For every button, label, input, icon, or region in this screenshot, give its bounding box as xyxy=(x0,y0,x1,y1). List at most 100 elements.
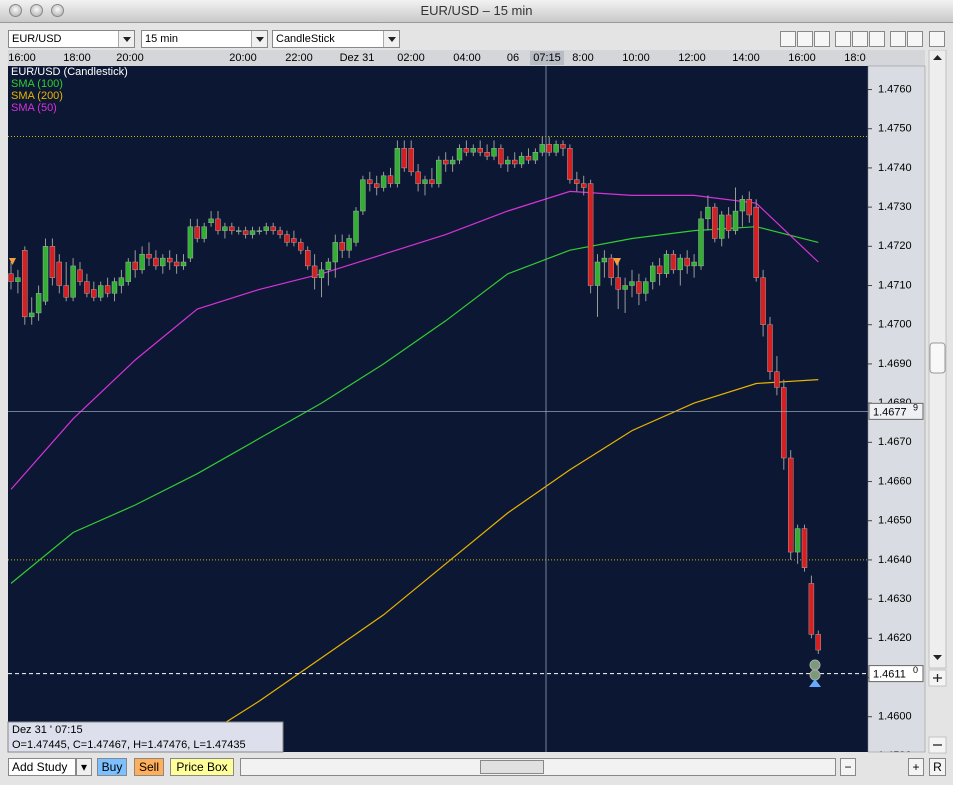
zoom-out[interactable]: − xyxy=(840,758,856,776)
signal-marker xyxy=(9,258,16,265)
erase-tool[interactable] xyxy=(814,31,830,47)
y-tick-label: 1.4720 xyxy=(878,240,912,252)
candle-body xyxy=(470,148,476,153)
candle-body xyxy=(546,144,552,153)
candle-body xyxy=(656,265,663,274)
candle-body xyxy=(774,371,780,388)
zoom-button[interactable] xyxy=(51,4,64,17)
interval-select[interactable]: 15 min xyxy=(141,30,268,48)
candle-body xyxy=(318,269,325,278)
candle-body xyxy=(594,261,601,286)
sell-button[interactable]: Sell xyxy=(134,758,164,776)
crosshair-price: 1.4677 xyxy=(873,406,907,418)
candle-body xyxy=(63,285,69,298)
candle-body xyxy=(387,175,394,184)
candle-body xyxy=(574,179,580,184)
candle-body xyxy=(498,148,504,165)
reset-button[interactable]: R xyxy=(929,758,946,776)
candle-body xyxy=(367,179,373,184)
candle-body xyxy=(484,152,490,157)
chart-type-select[interactable]: CandleStick xyxy=(272,30,400,48)
order-marker xyxy=(809,659,821,671)
candle-body xyxy=(422,179,428,184)
scroll-down[interactable] xyxy=(933,655,942,660)
scroll-up[interactable] xyxy=(933,55,942,60)
candle-body xyxy=(339,242,345,251)
scroll-thumb[interactable] xyxy=(929,342,946,374)
candle-body xyxy=(97,285,104,298)
legend-entry: SMA (50) xyxy=(11,102,57,114)
last-price-box xyxy=(868,665,924,683)
fib-tool[interactable] xyxy=(797,31,813,47)
add-study-button[interactable]: Add Study xyxy=(8,758,76,776)
price-box-button[interactable]: Price Box xyxy=(170,758,234,776)
candle-body xyxy=(587,183,594,286)
minimize-button[interactable] xyxy=(30,4,43,17)
grid-tool[interactable] xyxy=(852,31,868,47)
zoom-tool[interactable] xyxy=(907,31,923,47)
candle-body xyxy=(8,273,14,282)
grid-tool[interactable] xyxy=(835,31,851,47)
x-tick-label: 14:00 xyxy=(732,52,760,64)
candle-body xyxy=(180,261,187,267)
overlay: EUR/USD (Candlestick) Dez 31 ' 07:15 O=1… xyxy=(7,66,924,753)
sma-line xyxy=(10,226,819,584)
candle-body xyxy=(525,155,532,161)
candle-body xyxy=(767,324,773,372)
candle-body xyxy=(636,281,642,294)
symbol-select[interactable]: EUR/USD xyxy=(8,30,135,48)
scroll-thumb[interactable] xyxy=(480,760,544,774)
detach-tool[interactable] xyxy=(929,31,945,47)
close-button[interactable] xyxy=(9,4,22,17)
draw-line-tool[interactable] xyxy=(780,31,796,47)
candle-body xyxy=(291,238,297,243)
candle-body xyxy=(249,230,256,235)
candle-body xyxy=(505,159,511,165)
y-tick-label: 1.4630 xyxy=(878,593,912,605)
candle-body xyxy=(401,148,407,169)
y-tick-label: 1.4650 xyxy=(878,515,912,527)
candle-body xyxy=(760,277,766,325)
candle-body xyxy=(808,583,815,635)
zoom-in[interactable]: + xyxy=(908,758,924,776)
candle-body xyxy=(346,238,352,251)
y-tick-label: 1.4620 xyxy=(878,632,912,644)
buy-button[interactable]: Buy xyxy=(97,758,127,776)
crosshair-time-box xyxy=(530,51,564,65)
grid-tool[interactable] xyxy=(869,31,885,47)
candle-body xyxy=(429,179,435,184)
candle-body xyxy=(601,257,608,263)
toolbar: EUR/USD 15 min CandleStick xyxy=(0,23,953,50)
bottom-bar: Add Study ▾ Buy Sell Price Box − + R xyxy=(0,756,953,785)
candle-body xyxy=(22,250,28,318)
time-axis-strip xyxy=(8,50,925,66)
candle-body xyxy=(539,144,545,153)
add-study-menu[interactable]: ▾ xyxy=(76,758,92,776)
symbol: EUR/USD xyxy=(12,33,62,45)
x-tick-label: 04:00 xyxy=(453,52,481,64)
candle-body xyxy=(512,159,518,165)
y-tick-label: 1.4590 xyxy=(878,750,912,762)
candle-body xyxy=(394,148,401,184)
candle-body xyxy=(374,183,380,188)
candle-body xyxy=(77,269,83,282)
candle-body xyxy=(532,152,539,161)
candle-body xyxy=(111,281,118,294)
candle-body xyxy=(84,281,90,294)
candle-body xyxy=(118,277,125,286)
candle-body xyxy=(42,246,49,302)
candle-body xyxy=(263,226,269,231)
candle-body xyxy=(794,528,801,553)
candle-body xyxy=(781,387,787,459)
zoom-tool[interactable] xyxy=(890,31,906,47)
candle-body xyxy=(560,144,566,149)
candle-body xyxy=(277,230,283,235)
plot xyxy=(8,66,868,752)
x-tick-label: 22:00 xyxy=(285,52,313,64)
candle-body xyxy=(753,206,759,278)
candle-body xyxy=(215,218,221,231)
legend-title: EUR/USD (Candlestick) xyxy=(11,66,128,78)
candle-body xyxy=(166,257,173,263)
candle-body xyxy=(242,230,249,235)
